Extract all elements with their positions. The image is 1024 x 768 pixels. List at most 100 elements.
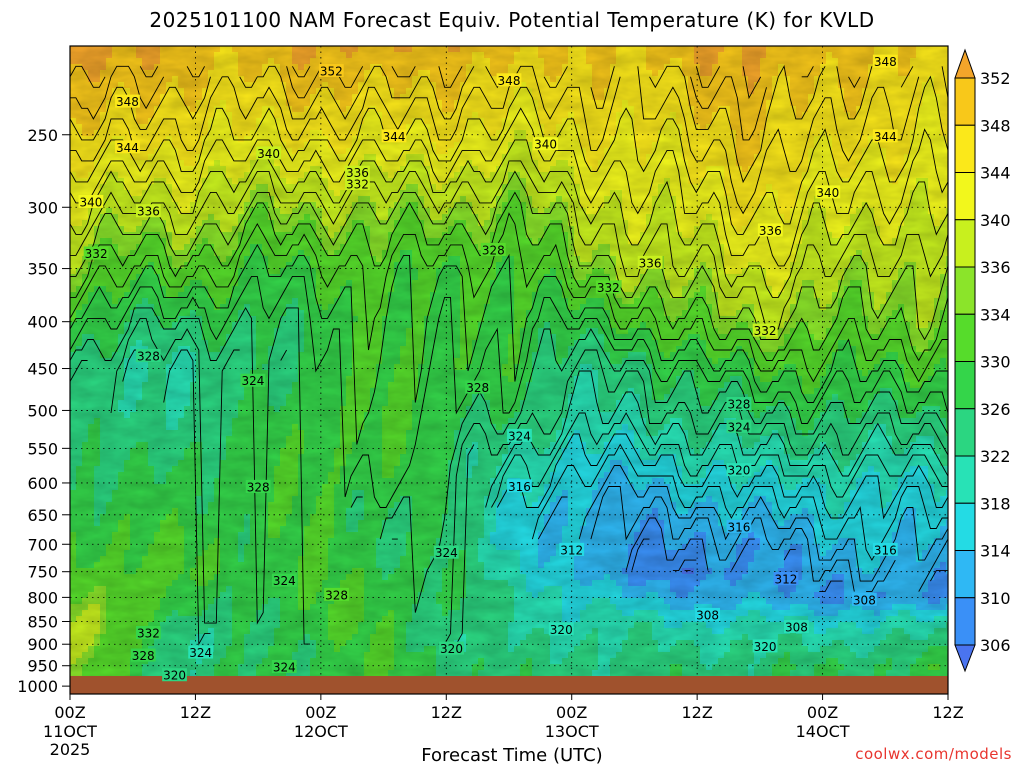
x-tick-label: 00Z xyxy=(556,703,587,722)
colorbar-label: 322 xyxy=(980,447,1011,466)
contour-label-bg xyxy=(83,246,109,260)
contour-label-bg xyxy=(115,94,140,108)
contour-label-bg xyxy=(271,573,297,587)
contour-label-bg xyxy=(507,479,532,493)
contour-label-bg xyxy=(872,542,898,556)
contour-label-bg xyxy=(496,73,522,87)
contour-label-bg xyxy=(465,380,491,394)
contour-label-bg xyxy=(533,137,558,151)
contour-line xyxy=(70,107,948,267)
contour-label-bg xyxy=(595,280,621,294)
colorbar-swatch xyxy=(954,455,976,504)
y-tick-label: 300 xyxy=(27,198,58,217)
contour-line xyxy=(70,275,948,508)
colorbar-label: 330 xyxy=(980,353,1011,372)
colorbar: 352 348 344 340 336 334 330 326 322 318 314 310 306 xyxy=(954,48,1011,673)
y-tick-label: 700 xyxy=(27,535,58,554)
contour-label: 328 xyxy=(137,349,160,363)
contour-label-bg xyxy=(757,223,783,237)
contour-label-bg xyxy=(559,542,585,556)
contour-label: 340 xyxy=(816,186,839,200)
contour-label: 352 xyxy=(320,65,343,79)
contour-label: 328 xyxy=(466,381,489,395)
chart-title: 2025101100 NAM Forecast Equiv. Potential… xyxy=(149,8,875,32)
credit-link[interactable]: coolwx.com/models xyxy=(855,745,1012,763)
x-tick-label: 00Z xyxy=(54,703,85,722)
contour-label: 328 xyxy=(247,480,270,494)
contour-label: 344 xyxy=(116,141,139,155)
contour-label: 324 xyxy=(189,646,212,660)
contour-line xyxy=(70,160,948,330)
colorbar-swatch xyxy=(954,408,976,457)
contour-line xyxy=(590,486,948,593)
y-tick-label: 250 xyxy=(27,126,58,145)
contour-label-bg xyxy=(115,140,140,154)
contour-label-bg xyxy=(872,129,898,143)
contour-line xyxy=(70,306,948,645)
surface-band xyxy=(70,676,948,694)
contour-label-bg xyxy=(345,165,370,179)
x-tick-date: 14OCT xyxy=(796,722,850,741)
contour-label: 340 xyxy=(257,147,280,161)
contour-label: 340 xyxy=(79,195,102,209)
colorbar-swatch xyxy=(954,77,976,126)
heatmap-field xyxy=(70,46,948,694)
contour-label: 328 xyxy=(482,243,505,257)
contour-label: 312 xyxy=(560,543,583,557)
contour-line xyxy=(70,139,948,298)
contour-label: 320 xyxy=(163,669,186,683)
x-tick-label: 12Z xyxy=(932,703,963,722)
contour-label-bg xyxy=(318,64,344,78)
y-tick-label: 800 xyxy=(27,588,58,607)
y-tick-label: 850 xyxy=(27,612,58,631)
x-axis-title: Forecast Time (UTC) xyxy=(421,745,603,766)
contour-label: 332 xyxy=(597,281,620,295)
contour-label: 336 xyxy=(346,166,369,180)
contour-label: 336 xyxy=(639,256,662,270)
y-axis: 250 300 350 400 450 500 550 600 650 700 750 800 850 9… xyxy=(17,126,70,696)
contour-label: 320 xyxy=(440,642,463,656)
contour-line xyxy=(496,433,948,520)
contour-label: 332 xyxy=(137,627,160,641)
y-tick-label: 1000 xyxy=(17,677,58,696)
contour-label-bg xyxy=(752,323,778,337)
contour-label: 332 xyxy=(754,324,777,338)
colorbar-swatch xyxy=(954,172,976,221)
contour-label-bg xyxy=(130,648,156,662)
colorbar-label: 310 xyxy=(980,589,1011,608)
contour-label: 344 xyxy=(383,130,406,144)
contour-label: 324 xyxy=(727,420,750,434)
contour-label-bg xyxy=(245,479,271,493)
contour-label-bg xyxy=(135,626,161,640)
colorbar-top-arrow xyxy=(954,48,976,79)
contour-label-bg xyxy=(324,587,349,601)
contour-label-bg xyxy=(726,463,752,477)
contour-label: 324 xyxy=(273,574,296,588)
y-tick-label: 750 xyxy=(27,563,58,582)
contour-label: 344 xyxy=(874,130,897,144)
contour-label-bg xyxy=(188,645,214,659)
contour-label-bg xyxy=(637,255,663,269)
contour-label-bg xyxy=(78,194,104,208)
plot-frame xyxy=(69,45,949,695)
y-tick-label: 950 xyxy=(27,657,58,676)
contour-label: 308 xyxy=(696,608,719,622)
contour-label-bg xyxy=(135,348,161,362)
contour-line xyxy=(70,65,762,100)
y-tick-label: 550 xyxy=(27,439,58,458)
contour-label: 316 xyxy=(508,480,531,494)
contour-label: 336 xyxy=(137,205,160,219)
contour-label: 308 xyxy=(853,593,876,607)
contour-line xyxy=(625,517,948,593)
contour-label: 320 xyxy=(727,464,750,478)
contour-label: 316 xyxy=(874,543,897,557)
x-tick-date: 13OCT xyxy=(545,722,599,741)
contour-line xyxy=(70,243,948,445)
contour-label: 312 xyxy=(775,573,798,587)
contour-line xyxy=(491,412,948,508)
contour-label-bg xyxy=(480,242,506,256)
contour-label: 316 xyxy=(727,520,750,534)
contour-label-bg xyxy=(135,204,161,218)
